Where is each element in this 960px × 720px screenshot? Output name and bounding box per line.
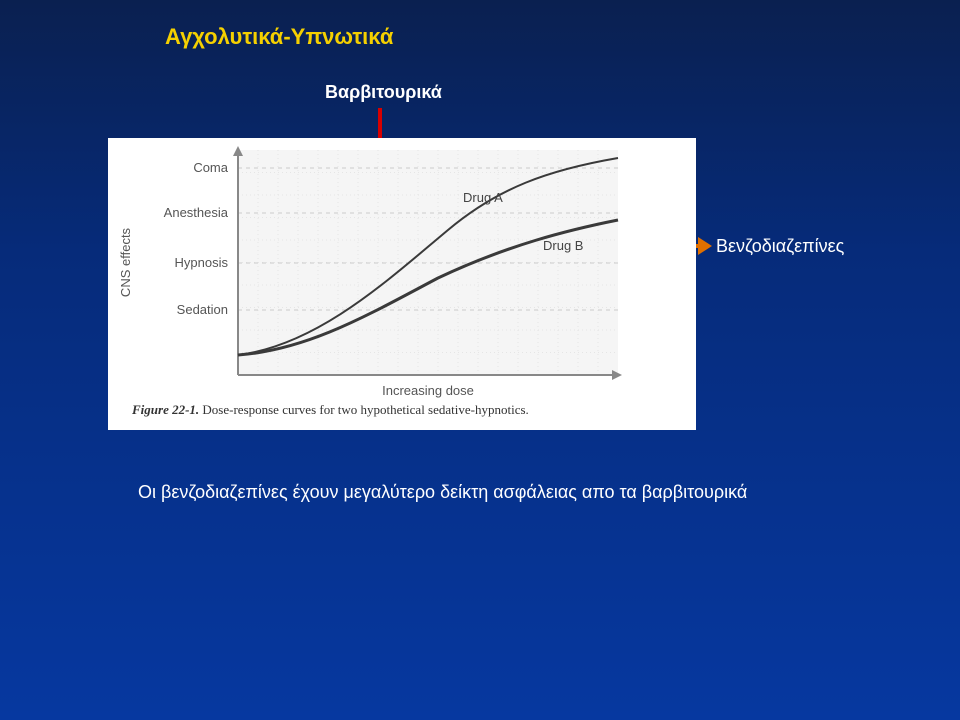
dose-response-chart: Coma Anesthesia Hypnosis Sedation CNS effect… [108, 138, 696, 430]
svg-text:Increasing dose: Increasing dose [382, 383, 474, 398]
footer-text: Οι βενζοδιαζεπίνες έχουν μεγαλύτερο δείκ… [138, 482, 747, 503]
caption-prefix: Figure 22-1. [132, 402, 199, 417]
svg-text:CNS effects: CNS effects [118, 227, 133, 297]
svg-text:Sedation: Sedation [177, 302, 228, 317]
slide-subtitle: Βαρβιτουρικά [325, 82, 442, 103]
svg-text:Coma: Coma [193, 160, 228, 175]
svg-text:Drug B: Drug B [543, 238, 583, 253]
benzo-label: Βενζοδιαζεπίνες [716, 236, 844, 257]
svg-text:Hypnosis: Hypnosis [175, 255, 229, 270]
svg-text:Drug A: Drug A [463, 190, 503, 205]
svg-text:Anesthesia: Anesthesia [164, 205, 229, 220]
figure-container: Coma Anesthesia Hypnosis Sedation CNS effect… [108, 138, 696, 430]
figure-caption: Figure 22-1. Dose-response curves for tw… [132, 402, 529, 418]
slide-title: Αγχολυτικά-Υπνωτικά [165, 24, 393, 50]
caption-body: Dose-response curves for two hypothetica… [199, 402, 529, 417]
